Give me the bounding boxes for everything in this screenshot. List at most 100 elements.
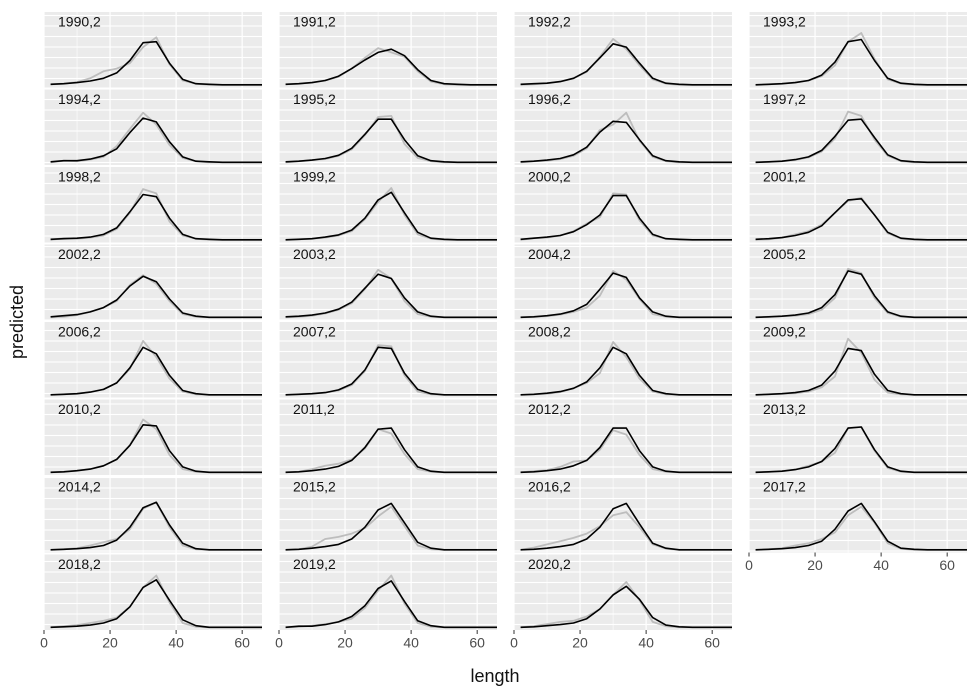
panel-label: 1996,2 [528,91,571,107]
panel: 1998,2 [43,167,262,243]
panel: 2007,2 [278,322,497,398]
panel: 2018,2 0 20 40 60 [40,554,262,651]
panel: 2014,2 [43,477,262,553]
panel-background [749,477,967,553]
panel-label: 2010,2 [58,401,101,417]
panel-label: 2004,2 [528,246,571,262]
panel-label: 1999,2 [293,169,336,185]
predicted-line [50,346,262,396]
panel-label: 2020,2 [528,556,571,572]
predicted-line [285,48,497,86]
predicted-line [50,40,262,86]
panel-background [279,554,497,630]
panel-background [279,167,497,243]
predicted-line [755,38,967,86]
panel-background [44,554,262,630]
x-tick-label: 40 [168,635,184,651]
panel-label: 2007,2 [293,324,336,340]
predicted-line [50,501,262,551]
panel-background [749,399,967,475]
panel-background [749,322,967,398]
predicted-line [755,118,967,164]
panel-label: 2019,2 [293,556,336,572]
x-tick-label: 60 [234,635,250,651]
predicted-line [755,426,967,474]
panel-background [749,244,967,320]
x-tick-label: 40 [403,635,419,651]
x-tick-label: 40 [638,635,654,651]
panel-label: 2001,2 [763,169,806,185]
panel: 2012,2 [513,399,732,475]
panel-background [514,244,732,320]
panel-label: 1990,2 [58,14,101,30]
panel: 2015,2 [278,477,497,553]
panel: 1997,2 [748,89,967,165]
panel: 2001,2 [748,167,967,243]
predicted-line [520,120,732,164]
panel: 1999,2 [278,167,497,243]
panel: 1991,2 [278,12,497,88]
panel-background [514,322,732,398]
panel-label: 2017,2 [763,479,806,495]
panel-background [279,244,497,320]
panel-label: 2013,2 [763,401,806,417]
x-tick-label: 20 [807,557,823,573]
predicted-line [285,273,497,319]
panel-label: 2002,2 [58,246,101,262]
predicted-line [50,117,262,164]
predicted-line [520,427,732,474]
panel-background [279,322,497,398]
panel: 2011,2 [278,399,497,475]
panel-background [44,322,262,398]
x-tick-label: 0 [275,635,283,651]
panel: 1994,2 [43,89,262,165]
x-tick-label: 60 [939,557,955,573]
predicted-line [520,272,732,319]
y-axis-title: predicted [7,285,27,359]
panel-background [279,399,497,475]
predicted-line [285,427,497,474]
panel-background [514,399,732,475]
panel: 2005,2 [748,244,967,320]
panel-background [44,399,262,475]
panel: 2013,2 [748,399,967,475]
x-axis-title: length [470,666,519,686]
predicted-line [520,42,732,86]
panel-background [44,477,262,553]
panel-label: 2018,2 [58,556,101,572]
predicted-line [755,347,967,396]
panel-background [514,12,732,88]
x-tick-label: 40 [873,557,889,573]
panel-label: 2006,2 [58,324,101,340]
panel-label: 1995,2 [293,91,336,107]
panel: 2003,2 [278,244,497,320]
panel-background [514,554,732,630]
panel-background [514,89,732,165]
x-tick-label: 0 [40,635,48,651]
predicted-line [50,423,262,474]
panel: 2009,2 [748,322,967,398]
panel-label: 2008,2 [528,324,571,340]
panel-label: 1993,2 [763,14,806,30]
predicted-line [285,502,497,551]
panel-background [749,12,967,88]
panel-label: 2014,2 [58,479,101,495]
x-tick-label: 20 [102,635,118,651]
panel: 2016,2 [513,477,732,553]
panel-label: 2000,2 [528,169,571,185]
panel-label: 2011,2 [293,401,335,417]
panel-label: 1992,2 [528,14,571,30]
predicted-line [520,194,732,241]
panel-background [279,477,497,553]
panel-background [749,167,967,243]
panel: 1993,2 [748,12,967,88]
panel-background [514,477,732,553]
predicted-line [520,346,732,396]
panel: 2019,2 0 20 40 60 [275,554,497,651]
x-tick-label: 60 [469,635,485,651]
panel: 2010,2 [43,399,262,475]
panel: 2006,2 [43,322,262,398]
panel-label: 2009,2 [763,324,806,340]
panel: 2017,2 0 20 40 60 [745,477,967,573]
